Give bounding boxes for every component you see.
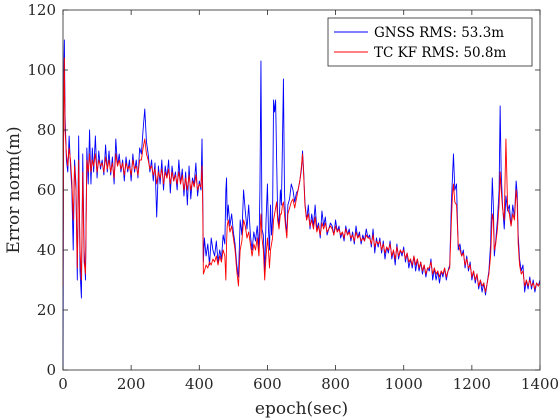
y-tick-label: 40	[37, 241, 56, 259]
x-tick-label: 200	[117, 375, 146, 393]
x-tick-label: 600	[253, 375, 282, 393]
y-tick-label: 20	[37, 301, 56, 319]
y-tick-label: 80	[37, 121, 56, 139]
y-axis-label: Error norm(m)	[4, 126, 24, 253]
x-tick-label: 1200	[453, 375, 491, 393]
y-tick-label: 100	[27, 61, 56, 79]
x-tick-label: 800	[321, 375, 350, 393]
y-tick-label: 0	[46, 361, 56, 379]
y-tick-label: 60	[37, 181, 56, 199]
y-tick-label: 120	[27, 1, 56, 19]
legend-entry-gnss: GNSS RMS: 53.3m	[374, 25, 504, 41]
x-tick-label: 400	[185, 375, 214, 393]
x-tick-label: 1000	[385, 375, 423, 393]
legend-entry-tc-kf: TC KF RMS: 50.8m	[374, 45, 507, 61]
x-tick-label: 0	[58, 375, 68, 393]
x-axis-label: epoch(sec)	[255, 399, 348, 419]
x-tick-label: 1400	[521, 375, 559, 393]
legend: GNSS RMS: 53.3m TC KF RMS: 50.8m	[328, 18, 532, 66]
